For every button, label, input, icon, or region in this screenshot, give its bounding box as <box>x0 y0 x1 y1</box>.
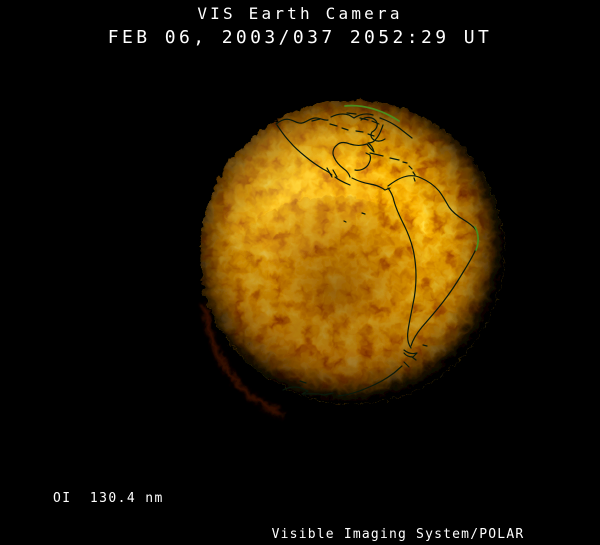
image-title: VIS Earth Camera <box>197 4 403 23</box>
globe-disk <box>198 98 502 416</box>
limb-ghost-arc <box>200 302 282 416</box>
credit-block: Visible Imaging System/POLAR The Univers… <box>251 490 545 545</box>
instrument-credit: Visible Imaging System/POLAR <box>271 527 525 542</box>
wavelength-label: OI 130.4 nm <box>53 491 164 506</box>
coastline-overlay <box>275 112 479 397</box>
coastline-highlight-segments <box>344 104 479 251</box>
image-timestamp: FEB 06, 2003/037 2052:29 UT <box>107 27 493 48</box>
